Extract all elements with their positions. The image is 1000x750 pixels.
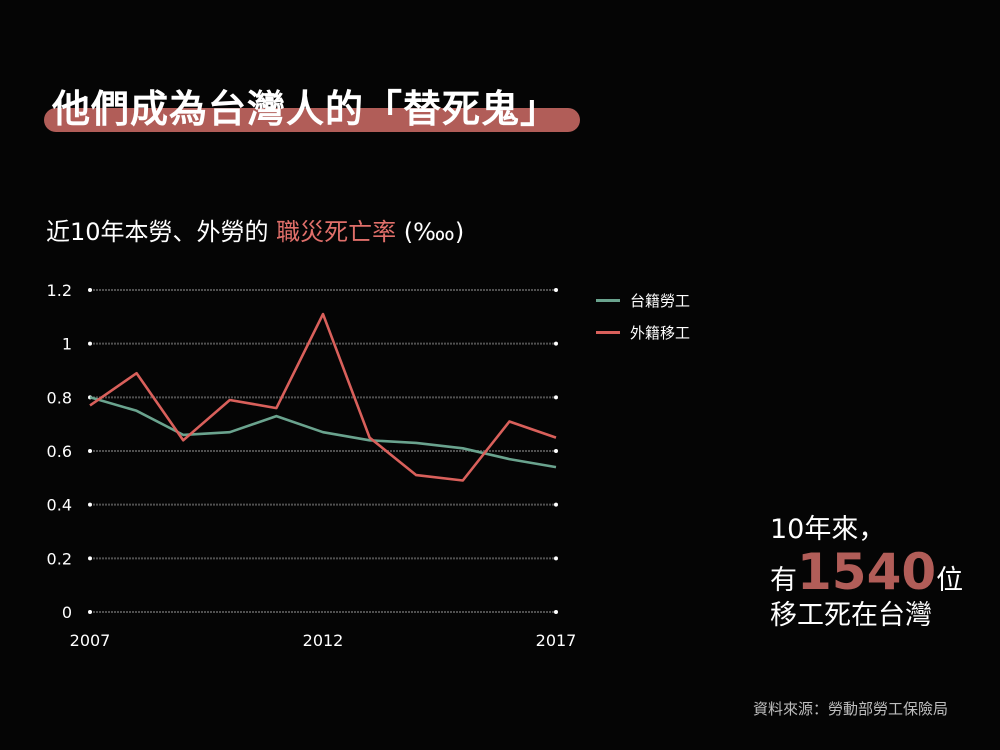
gridline-dot (88, 610, 92, 614)
series-line (89, 312, 557, 482)
y-tick-label: 1 (62, 335, 72, 354)
x-tick-label: 2017 (536, 631, 577, 650)
gridline-dot (554, 395, 558, 400)
x-tick-label: 2012 (303, 631, 344, 650)
gridline-dot (554, 610, 558, 614)
y-tick-label: 0 (62, 603, 72, 622)
gridline-dot (554, 288, 558, 292)
stat-prefix: 有 (770, 565, 797, 597)
legend-item: 台籍勞工 (596, 284, 690, 316)
headline-underline-bar (44, 108, 580, 132)
headline-block: 他們成為台灣人的「替死鬼」 (44, 70, 584, 134)
gridline-dot (88, 288, 92, 292)
series-line (89, 396, 557, 469)
subtitle-suffix: (‱) (396, 218, 465, 246)
headline: 他們成為台灣人的「替死鬼」 (52, 87, 560, 131)
gridline-dot (88, 449, 92, 453)
stat-number: 1540 (797, 543, 937, 602)
legend-swatch (596, 298, 620, 302)
stat-callout: 10年來， 有1540位 移工死在台灣 (770, 512, 963, 633)
y-tick-label: 1.2 (47, 281, 72, 300)
chart-legend: 台籍勞工 外籍移工 (596, 284, 690, 348)
stat-line1: 10年來， (770, 514, 886, 545)
gridline-dot (554, 502, 558, 507)
gridline-dot (88, 556, 92, 561)
gridline-dot (88, 341, 92, 346)
gridline-dot (88, 502, 92, 507)
gridline-dot (554, 341, 558, 346)
stat-line3: 移工死在台灣 (770, 600, 932, 632)
stat-line2: 有1540位 (770, 547, 963, 598)
y-tick-label: 0.2 (47, 549, 72, 568)
legend-label: 外籍移工 (630, 323, 691, 342)
stat-suffix: 位 (936, 565, 964, 597)
y-tick-label: 0.6 (47, 442, 72, 461)
y-tick-label: 0.8 (47, 388, 72, 407)
subtitle-highlight: 職災死亡率 (276, 218, 397, 246)
source-note: 資料來源：勞動部勞工保險局 (752, 700, 948, 718)
y-tick-label: 0.4 (47, 496, 72, 515)
subtitle-prefix: 近10年本勞、外勞的 (46, 218, 277, 246)
legend-item: 外籍移工 (596, 316, 690, 348)
chart-subtitle: 近10年本勞、外勞的 職災死亡率 (‱) (46, 212, 464, 247)
x-tick-label: 2007 (70, 631, 111, 650)
gridline-dot (554, 449, 558, 453)
legend-label: 台籍勞工 (630, 291, 691, 310)
legend-swatch (596, 330, 620, 334)
gridline-dot (554, 556, 558, 561)
